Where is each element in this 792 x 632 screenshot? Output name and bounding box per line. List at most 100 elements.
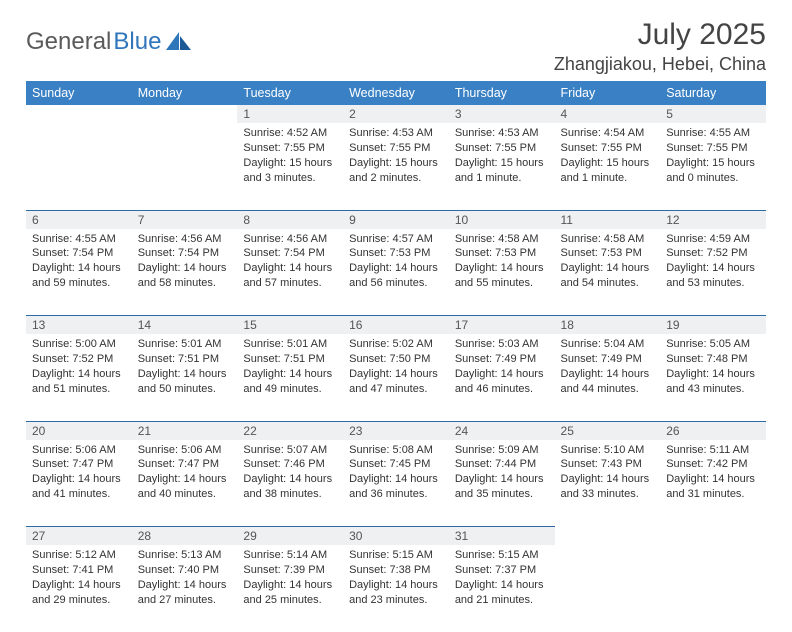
day-content-cell: Sunrise: 4:59 AMSunset: 7:52 PMDaylight:… — [660, 229, 766, 316]
day-content-cell: Sunrise: 5:02 AMSunset: 7:50 PMDaylight:… — [343, 334, 449, 421]
day-content-cell: Sunrise: 5:13 AMSunset: 7:40 PMDaylight:… — [132, 545, 238, 632]
day-number-cell: 10 — [449, 210, 555, 229]
daylight-text: Daylight: 14 hours and 53 minutes. — [666, 261, 760, 291]
sunset-text: Sunset: 7:54 PM — [32, 246, 126, 261]
day-content-cell: Sunrise: 4:58 AMSunset: 7:53 PMDaylight:… — [449, 229, 555, 316]
day-number-cell: 18 — [555, 316, 661, 335]
sunset-text: Sunset: 7:41 PM — [32, 563, 126, 578]
day-number-row: 13141516171819 — [26, 316, 766, 335]
daylight-text: Daylight: 14 hours and 56 minutes. — [349, 261, 443, 291]
weekday-header: Thursday — [449, 81, 555, 105]
sunset-text: Sunset: 7:50 PM — [349, 352, 443, 367]
day-number-cell: 15 — [237, 316, 343, 335]
day-number-cell: 27 — [26, 527, 132, 546]
sunset-text: Sunset: 7:46 PM — [243, 457, 337, 472]
sunrise-text: Sunrise: 4:57 AM — [349, 232, 443, 247]
day-content-cell: Sunrise: 5:04 AMSunset: 7:49 PMDaylight:… — [555, 334, 661, 421]
day-content-cell: Sunrise: 4:58 AMSunset: 7:53 PMDaylight:… — [555, 229, 661, 316]
brand-part1: General — [26, 28, 111, 56]
day-number-row: 12345 — [26, 105, 766, 123]
sunrise-text: Sunrise: 4:54 AM — [561, 126, 655, 141]
daylight-text: Daylight: 14 hours and 40 minutes. — [138, 472, 232, 502]
sunset-text: Sunset: 7:48 PM — [666, 352, 760, 367]
day-number-cell: 5 — [660, 105, 766, 123]
sunrise-text: Sunrise: 5:13 AM — [138, 548, 232, 563]
weekday-header: Monday — [132, 81, 238, 105]
daylight-text: Daylight: 14 hours and 23 minutes. — [349, 578, 443, 608]
daylight-text: Daylight: 14 hours and 38 minutes. — [243, 472, 337, 502]
day-number-cell: 4 — [555, 105, 661, 123]
daylight-text: Daylight: 14 hours and 58 minutes. — [138, 261, 232, 291]
daylight-text: Daylight: 14 hours and 35 minutes. — [455, 472, 549, 502]
weekday-header: Sunday — [26, 81, 132, 105]
sunrise-text: Sunrise: 5:02 AM — [349, 337, 443, 352]
day-number-cell — [660, 527, 766, 546]
sunrise-text: Sunrise: 5:09 AM — [455, 443, 549, 458]
daylight-text: Daylight: 14 hours and 54 minutes. — [561, 261, 655, 291]
daylight-text: Daylight: 14 hours and 47 minutes. — [349, 367, 443, 397]
daylight-text: Daylight: 14 hours and 51 minutes. — [32, 367, 126, 397]
sunset-text: Sunset: 7:47 PM — [32, 457, 126, 472]
day-content-cell: Sunrise: 5:01 AMSunset: 7:51 PMDaylight:… — [132, 334, 238, 421]
sunrise-text: Sunrise: 5:10 AM — [561, 443, 655, 458]
sunrise-text: Sunrise: 5:15 AM — [349, 548, 443, 563]
sunset-text: Sunset: 7:44 PM — [455, 457, 549, 472]
sunset-text: Sunset: 7:55 PM — [455, 141, 549, 156]
day-content-cell: Sunrise: 5:14 AMSunset: 7:39 PMDaylight:… — [237, 545, 343, 632]
day-content-cell: Sunrise: 4:55 AMSunset: 7:54 PMDaylight:… — [26, 229, 132, 316]
weekday-header: Friday — [555, 81, 661, 105]
day-number-row: 6789101112 — [26, 210, 766, 229]
sunset-text: Sunset: 7:54 PM — [243, 246, 337, 261]
daylight-text: Daylight: 15 hours and 3 minutes. — [243, 156, 337, 186]
sunset-text: Sunset: 7:49 PM — [455, 352, 549, 367]
day-number-cell — [26, 105, 132, 123]
day-number-cell: 28 — [132, 527, 238, 546]
sunset-text: Sunset: 7:38 PM — [349, 563, 443, 578]
daylight-text: Daylight: 14 hours and 44 minutes. — [561, 367, 655, 397]
daylight-text: Daylight: 14 hours and 21 minutes. — [455, 578, 549, 608]
daylight-text: Daylight: 14 hours and 43 minutes. — [666, 367, 760, 397]
month-title: July 2025 — [554, 18, 766, 52]
sunrise-text: Sunrise: 5:04 AM — [561, 337, 655, 352]
sunrise-text: Sunrise: 5:06 AM — [138, 443, 232, 458]
day-content-cell: Sunrise: 5:01 AMSunset: 7:51 PMDaylight:… — [237, 334, 343, 421]
sunrise-text: Sunrise: 5:07 AM — [243, 443, 337, 458]
sunrise-text: Sunrise: 5:08 AM — [349, 443, 443, 458]
day-number-cell: 8 — [237, 210, 343, 229]
sunrise-text: Sunrise: 5:06 AM — [32, 443, 126, 458]
day-content-row: Sunrise: 5:12 AMSunset: 7:41 PMDaylight:… — [26, 545, 766, 632]
daylight-text: Daylight: 14 hours and 50 minutes. — [138, 367, 232, 397]
day-content-cell: Sunrise: 5:03 AMSunset: 7:49 PMDaylight:… — [449, 334, 555, 421]
day-number-row: 20212223242526 — [26, 421, 766, 440]
day-content-cell: Sunrise: 5:08 AMSunset: 7:45 PMDaylight:… — [343, 440, 449, 527]
day-number-cell: 31 — [449, 527, 555, 546]
brand-logo: GeneralBlue — [26, 18, 192, 56]
day-content-cell: Sunrise: 4:56 AMSunset: 7:54 PMDaylight:… — [132, 229, 238, 316]
logo-sail-icon — [166, 32, 192, 52]
daylight-text: Daylight: 14 hours and 57 minutes. — [243, 261, 337, 291]
day-content-cell: Sunrise: 5:00 AMSunset: 7:52 PMDaylight:… — [26, 334, 132, 421]
sunrise-text: Sunrise: 4:55 AM — [32, 232, 126, 247]
sunrise-text: Sunrise: 4:55 AM — [666, 126, 760, 141]
day-content-cell: Sunrise: 5:07 AMSunset: 7:46 PMDaylight:… — [237, 440, 343, 527]
sunset-text: Sunset: 7:52 PM — [666, 246, 760, 261]
sunset-text: Sunset: 7:45 PM — [349, 457, 443, 472]
day-number-cell — [555, 527, 661, 546]
day-content-cell — [26, 123, 132, 210]
sunrise-text: Sunrise: 4:56 AM — [138, 232, 232, 247]
sunrise-text: Sunrise: 4:59 AM — [666, 232, 760, 247]
day-content-cell: Sunrise: 4:54 AMSunset: 7:55 PMDaylight:… — [555, 123, 661, 210]
day-content-cell: Sunrise: 5:11 AMSunset: 7:42 PMDaylight:… — [660, 440, 766, 527]
sunrise-text: Sunrise: 5:01 AM — [138, 337, 232, 352]
day-number-cell: 22 — [237, 421, 343, 440]
day-content-row: Sunrise: 5:00 AMSunset: 7:52 PMDaylight:… — [26, 334, 766, 421]
day-content-cell — [132, 123, 238, 210]
daylight-text: Daylight: 15 hours and 1 minute. — [455, 156, 549, 186]
sunrise-text: Sunrise: 5:03 AM — [455, 337, 549, 352]
day-number-cell: 11 — [555, 210, 661, 229]
daylight-text: Daylight: 14 hours and 31 minutes. — [666, 472, 760, 502]
sunrise-text: Sunrise: 5:11 AM — [666, 443, 760, 458]
day-content-cell: Sunrise: 4:57 AMSunset: 7:53 PMDaylight:… — [343, 229, 449, 316]
daylight-text: Daylight: 14 hours and 25 minutes. — [243, 578, 337, 608]
day-content-cell: Sunrise: 4:53 AMSunset: 7:55 PMDaylight:… — [343, 123, 449, 210]
